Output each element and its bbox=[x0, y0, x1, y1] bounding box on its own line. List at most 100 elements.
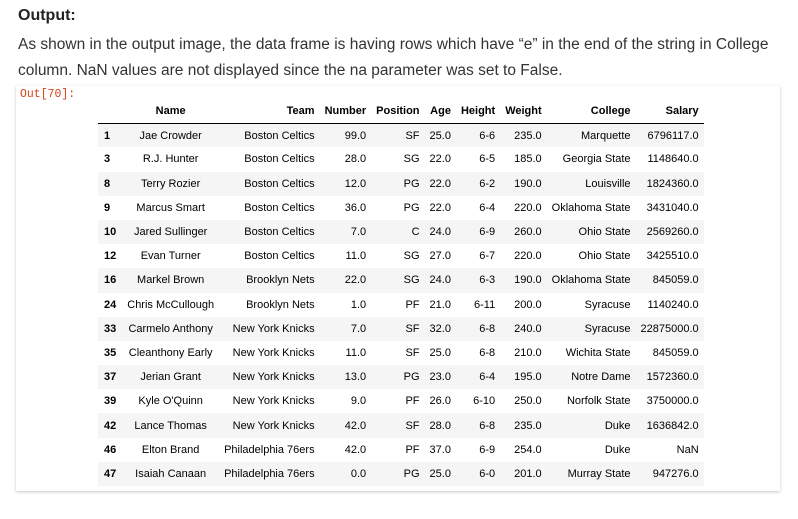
team-cell: Boston Celtics bbox=[244, 153, 315, 166]
player-name-cell: Isaiah Canaan bbox=[135, 467, 207, 480]
salary-cell: 1824360.0 bbox=[646, 177, 699, 190]
row-index-cell: 16 bbox=[104, 274, 117, 287]
salary-cell: 3431040.0 bbox=[646, 201, 699, 214]
salary-cell: 1148640.0 bbox=[647, 153, 699, 166]
header-number: Number bbox=[324, 104, 367, 117]
row-index-cell: 35 bbox=[104, 346, 117, 359]
table-body: 1 Jae Crowder Boston Celtics 99.0 SF 25.0 6-6 2… bbox=[98, 123, 704, 486]
output-prompt: Out[70]: bbox=[20, 88, 76, 101]
position-cell: SG bbox=[403, 250, 420, 263]
height-cell: 6-0 bbox=[479, 467, 496, 480]
player-name-cell: Jared Sullinger bbox=[133, 226, 208, 239]
height-cell: 6-8 bbox=[479, 346, 496, 359]
salary-cell: 845059.0 bbox=[652, 274, 699, 287]
position-cell: SG bbox=[403, 153, 420, 166]
position-cell: PG bbox=[403, 177, 420, 190]
weight-cell: 190.0 bbox=[514, 177, 542, 190]
position-cell: PF bbox=[405, 443, 420, 456]
team-cell: New York Knicks bbox=[232, 419, 315, 432]
table-row: 24 Chris McCullough Brooklyn Nets 1.0 PF 21.0… bbox=[98, 293, 704, 317]
college-cell: Syracuse bbox=[584, 298, 631, 311]
table-row: 16 Markel Brown Brooklyn Nets 22.0 SG 24.0 6-3… bbox=[98, 268, 704, 293]
weight-cell: 240.0 bbox=[514, 322, 542, 335]
college-cell: Syracuse bbox=[584, 322, 631, 335]
team-cell: New York Knicks bbox=[232, 322, 315, 335]
age-cell: 27.0 bbox=[429, 250, 451, 263]
player-name-cell: Chris McCullough bbox=[127, 298, 215, 311]
weight-cell: 210.0 bbox=[514, 346, 542, 359]
team-cell: New York Knicks bbox=[232, 346, 315, 359]
team-cell: Brooklyn Nets bbox=[246, 298, 315, 311]
team-cell: Boston Celtics bbox=[244, 129, 315, 142]
height-cell: 6-9 bbox=[479, 226, 496, 239]
table-row: 46 Elton Brand Philadelphia 76ers 42.0 PF 37.… bbox=[98, 438, 704, 462]
row-index-cell: 1 bbox=[104, 129, 111, 142]
player-name-cell: Carmelo Anthony bbox=[128, 322, 213, 335]
player-name-cell: Cleanthony Early bbox=[128, 346, 213, 359]
dataframe-table: Name Team Number Position Age Height Wei… bbox=[98, 99, 704, 486]
position-cell: SF bbox=[405, 322, 420, 335]
height-cell: 6-9 bbox=[479, 443, 496, 456]
age-cell: 37.0 bbox=[429, 443, 451, 456]
row-index-cell: 47 bbox=[104, 467, 117, 480]
height-cell: 6-6 bbox=[479, 129, 496, 142]
salary-cell: 6796117.0 bbox=[647, 129, 699, 142]
number-cell: 0.0 bbox=[350, 467, 367, 480]
position-cell: C bbox=[411, 226, 420, 239]
table-row: 1 Jae Crowder Boston Celtics 99.0 SF 25.0 6-6 2… bbox=[98, 123, 704, 148]
weight-cell: 200.0 bbox=[514, 298, 542, 311]
player-name-cell: Markel Brown bbox=[137, 274, 205, 287]
position-cell: PF bbox=[405, 298, 420, 311]
position-cell: PG bbox=[403, 371, 420, 384]
college-cell: Norfolk State bbox=[566, 395, 631, 408]
age-cell: 26.0 bbox=[429, 395, 451, 408]
output-cell: Out[70]: Name Team Number Position Age H… bbox=[16, 86, 780, 491]
position-cell: SG bbox=[403, 274, 420, 287]
table-row: 42 Lance Thomas New York Knicks 42.0 SF 28.0 6… bbox=[98, 413, 704, 438]
college-cell: Oklahoma State bbox=[551, 201, 631, 214]
table-header-row: Name Team Number Position Age Height Wei… bbox=[98, 99, 704, 124]
college-cell: Ohio State bbox=[578, 226, 631, 239]
college-cell: Marquette bbox=[581, 129, 631, 142]
salary-cell: 3750000.0 bbox=[646, 395, 699, 408]
row-index-cell: 10 bbox=[104, 226, 117, 239]
row-index-cell: 12 bbox=[104, 250, 117, 263]
header-index bbox=[98, 99, 122, 123]
height-cell: 6-3 bbox=[479, 274, 496, 287]
player-name-cell: Jerian Grant bbox=[140, 371, 201, 384]
header-position: Position bbox=[376, 104, 420, 117]
weight-cell: 220.0 bbox=[514, 201, 542, 214]
table-row: 37 Jerian Grant New York Knicks 13.0 PG 23.0 6… bbox=[98, 365, 704, 390]
header-weight: Weight bbox=[505, 104, 542, 117]
weight-cell: 235.0 bbox=[514, 129, 542, 142]
description-paragraph: As shown in the output image, the data f… bbox=[18, 36, 769, 79]
player-name-cell: Terry Rozier bbox=[141, 177, 201, 190]
salary-cell: 845059.0 bbox=[652, 346, 699, 359]
weight-cell: 195.0 bbox=[514, 371, 542, 384]
position-cell: SF bbox=[405, 419, 420, 432]
team-cell: Boston Celtics bbox=[244, 201, 315, 214]
number-cell: 99.0 bbox=[344, 129, 367, 142]
number-cell: 9.0 bbox=[350, 395, 367, 408]
weight-cell: 250.0 bbox=[514, 395, 542, 408]
salary-cell: 947276.0 bbox=[652, 467, 699, 480]
player-name-cell: Marcus Smart bbox=[136, 201, 205, 214]
age-cell: 28.0 bbox=[429, 419, 451, 432]
header-team: Team bbox=[286, 104, 315, 117]
salary-cell: 2569260.0 bbox=[646, 226, 699, 239]
college-cell: Murray State bbox=[567, 467, 631, 480]
college-cell: Duke bbox=[604, 443, 631, 456]
age-cell: 25.0 bbox=[429, 346, 451, 359]
player-name-cell: Kyle O'Quinn bbox=[138, 395, 203, 408]
row-index-cell: 37 bbox=[104, 371, 117, 384]
weight-cell: 220.0 bbox=[514, 250, 542, 263]
team-cell: Philadelphia 76ers bbox=[224, 443, 315, 456]
row-index-cell: 42 bbox=[104, 419, 117, 432]
college-cell: Ohio State bbox=[578, 250, 631, 263]
output-heading: Output: bbox=[18, 7, 76, 24]
header-college: College bbox=[590, 104, 631, 117]
college-cell: Wichita State bbox=[565, 346, 631, 359]
salary-cell: NaN bbox=[676, 443, 699, 456]
salary-cell: 1140240.0 bbox=[647, 298, 699, 311]
number-cell: 36.0 bbox=[344, 201, 367, 214]
